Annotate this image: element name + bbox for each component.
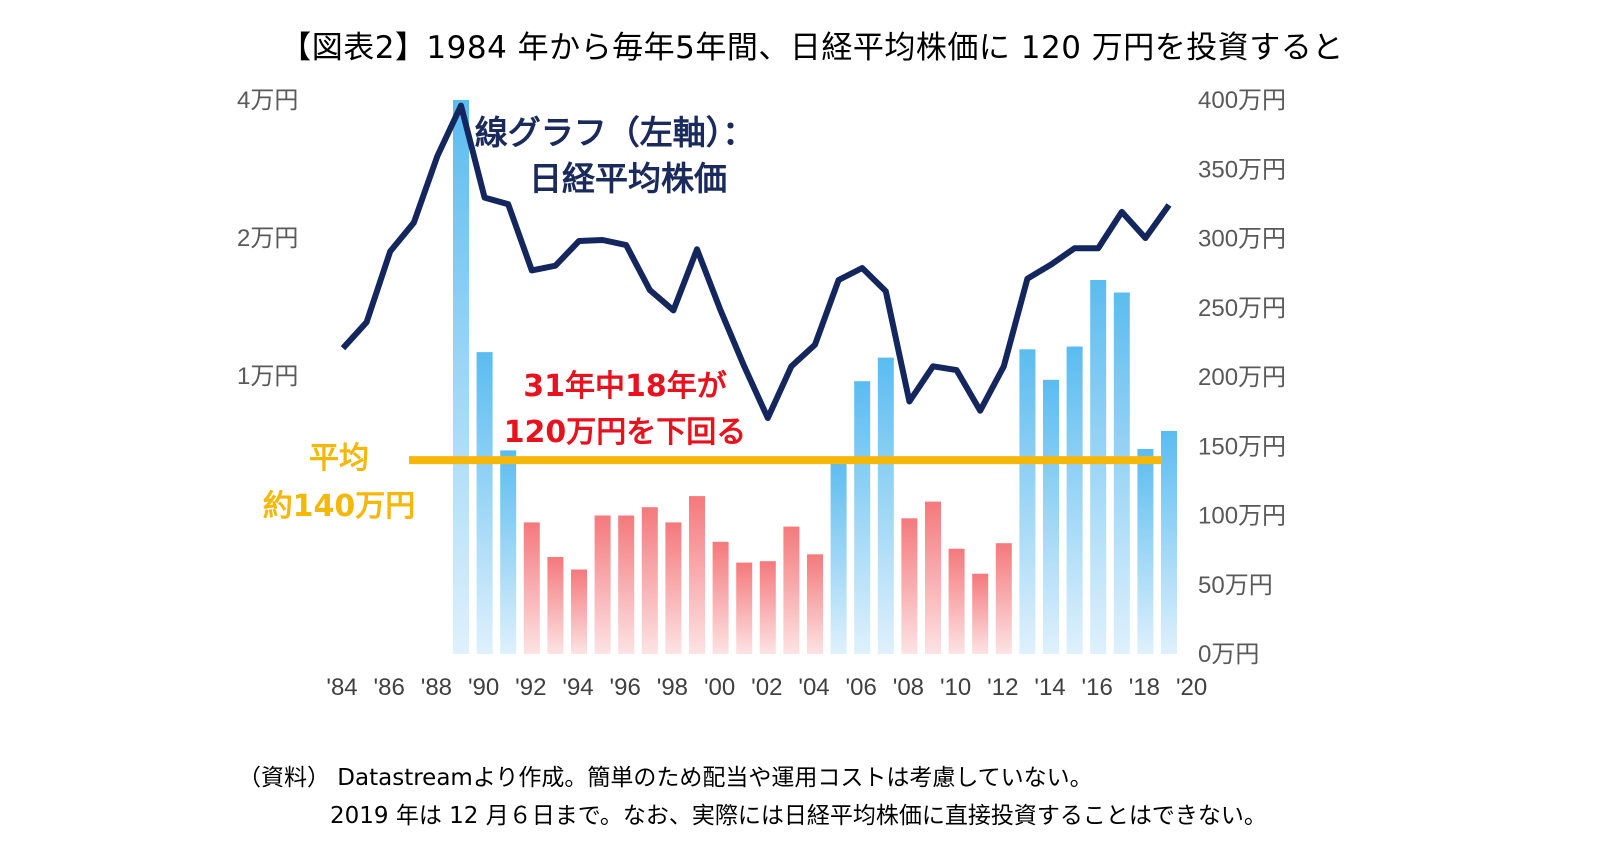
right-tick-label: 50万円 [1198,572,1273,599]
line-label-1: 線グラフ（左軸）： [475,113,756,152]
x-tick-label: '06 [846,674,877,701]
x-tick-label: '08 [893,674,924,701]
bar-series [453,100,1177,654]
bar-1994 [571,569,587,654]
x-tick-label: '10 [940,674,971,701]
right-tick-label: 150万円 [1198,433,1286,460]
bar-2015 [1066,346,1083,654]
bar-1991 [500,450,517,654]
left-axis-ticks: 1万円 2万円 4万円 [237,87,298,390]
right-tick-label: 100万円 [1198,503,1286,530]
x-tick-label: '92 [515,674,546,701]
avg-label-2: 約140万円 [263,489,416,524]
right-tick-label: 200万円 [1198,364,1286,391]
source-note-2: 2019 年は 12 月６日まで。なお、実際には日経平均株価に直接投資することは… [330,803,1267,829]
source-note-1: （資料） Datastreamより作成。簡単のため配当や運用コストは考慮していな… [238,765,1093,791]
right-axis-ticks: 0万円 50万円 100万円 150万円 200万円 250万円 300万円 350万円 400… [1198,87,1286,668]
bar-1996 [618,515,635,654]
bar-2013 [1019,349,1036,654]
bar-2000 [712,541,729,654]
bar-2016 [1090,280,1107,654]
bar-2012 [995,543,1012,654]
right-tick-label: 0万円 [1198,641,1259,668]
right-tick-label: 300万円 [1198,226,1286,253]
below-label-2: 120万円を下回る [504,415,747,450]
avg-label-1: 平均 [309,441,369,476]
right-tick-label: 250万円 [1198,295,1286,322]
bar-1989 [453,100,469,654]
bar-2018 [1137,449,1154,654]
bar-2002 [759,561,776,654]
nikkei-line [340,102,1172,421]
bar-2004 [807,554,823,654]
x-tick-label: '86 [374,674,405,701]
x-tick-label: '18 [1129,674,1160,701]
chart-title: 【図表2】1984 年から毎年5年間、日経平均株価に 120 万円を投資すると [280,30,1344,66]
bar-2003 [783,526,800,654]
right-tick-label: 400万円 [1198,87,1286,114]
x-tick-label: '84 [326,674,357,701]
bar-1990 [476,352,493,654]
x-tick-label: '94 [562,674,593,701]
x-tick-label: '02 [751,674,782,701]
x-tick-label: '14 [1034,674,1065,701]
line-label-2: 日経平均株価 [529,159,727,198]
bar-2009 [925,501,941,654]
x-tick-label: '88 [421,674,452,701]
left-tick-label: 4万円 [237,87,298,114]
bar-1999 [689,496,705,654]
bar-1997 [641,507,658,654]
x-tick-label: '90 [468,674,499,701]
x-tick-label: '20 [1176,674,1207,701]
bar-1998 [665,522,682,654]
bar-2014 [1043,379,1059,654]
below-label-1: 31年中18年が [523,369,727,404]
left-tick-label: 1万円 [237,363,298,390]
bar-2001 [736,562,753,654]
bar-2010 [948,548,965,654]
x-tick-label: '96 [610,674,641,701]
bar-2006 [854,381,871,654]
x-tick-label: '12 [987,674,1018,701]
bar-2017 [1113,292,1130,654]
x-tick-label: '04 [798,674,829,701]
bar-2007 [877,357,894,654]
left-tick-label: 2万円 [237,225,298,252]
bar-1993 [547,557,564,654]
bar-2019 [1161,431,1177,654]
x-tick-label: '98 [657,674,688,701]
x-axis-ticks: '84 '86 '88 '90 '92 '94 '96 '98 '00 '02 '04 '06 '08 '… [326,674,1207,701]
bar-1992 [523,522,540,654]
right-tick-label: 350万円 [1198,156,1286,183]
bar-2011 [972,573,989,654]
bar-1995 [594,515,611,654]
x-tick-label: '00 [704,674,735,701]
bar-2005 [830,460,847,654]
x-tick-label: '16 [1082,674,1113,701]
bar-2008 [901,518,918,654]
